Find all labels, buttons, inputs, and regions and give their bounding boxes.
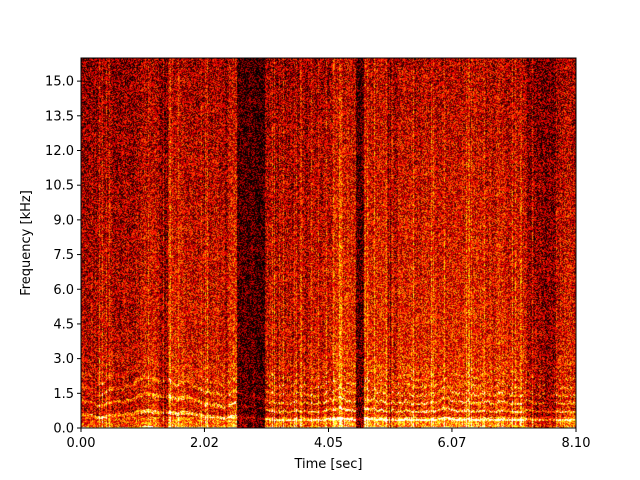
y-tick-label: 1.5 — [53, 387, 74, 402]
plot-area — [80, 57, 577, 429]
y-axis: 0.0 1.5 3.0 4.5 6.0 7.5 9.0 10.5 12.0 13.5 15.0 — [45, 75, 81, 437]
y-tick-label: 15.0 — [45, 75, 74, 90]
y-tick-label: 10.5 — [45, 179, 74, 194]
x-tick-label: 8.10 — [562, 436, 591, 451]
x-tick-label: 0.00 — [67, 436, 96, 451]
x-tick-label: 6.07 — [437, 436, 466, 451]
y-tick-label: 0.0 — [53, 422, 74, 437]
y-tick-label: 12.0 — [45, 144, 74, 159]
y-tick-label: 7.5 — [53, 248, 74, 263]
y-tick-label: 9.0 — [53, 213, 74, 228]
x-tick-label: 4.05 — [314, 436, 343, 451]
x-axis: 0.00 2.02 4.05 6.07 8.10 — [67, 428, 591, 451]
y-tick-label: 6.0 — [53, 283, 74, 298]
spectrogram-heatmap — [81, 58, 576, 428]
y-tick-label: 4.5 — [53, 317, 74, 332]
x-tick-label: 2.02 — [190, 436, 219, 451]
y-tick-label: 3.0 — [53, 352, 74, 367]
x-axis-label: Time [sec] — [293, 457, 362, 472]
y-tick-label: 13.5 — [45, 109, 74, 124]
y-axis-label: Frequency [kHz] — [19, 190, 34, 296]
